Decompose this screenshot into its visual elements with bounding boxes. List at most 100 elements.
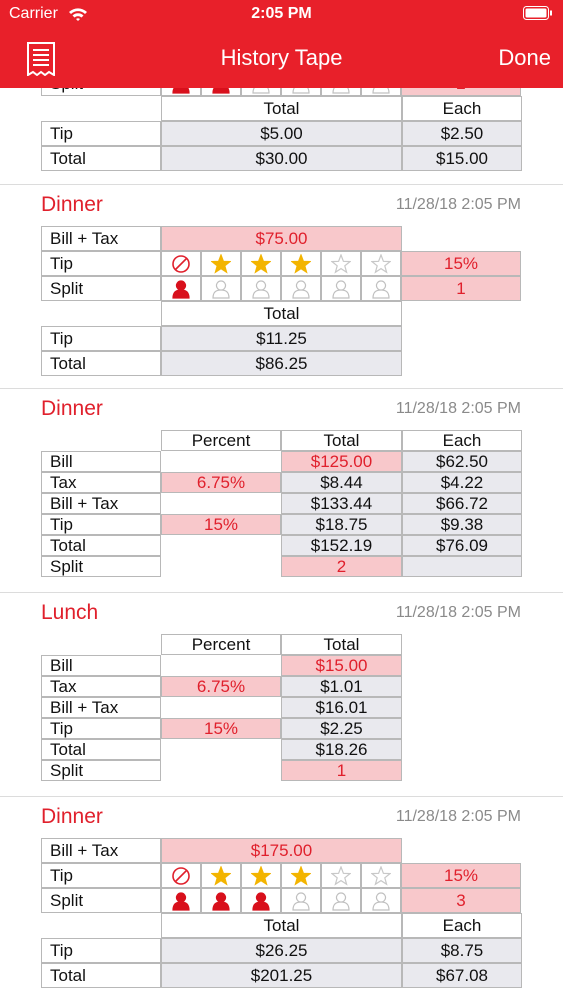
amount-cell: $5.00 <box>161 121 402 146</box>
split-value: 3 <box>401 888 521 913</box>
row-label: Total <box>41 535 161 556</box>
percent-cell: 6.75% <box>161 676 281 697</box>
row-label: Total <box>41 739 161 760</box>
amount-cell: $11.25 <box>161 326 402 351</box>
tip-cell <box>361 251 401 276</box>
tip-cell <box>281 863 321 888</box>
split-cell <box>201 276 241 301</box>
star-icon <box>251 865 271 886</box>
person-icon <box>172 891 190 911</box>
star-icon <box>371 253 391 274</box>
header-bar: Carrier 2:05 PM History Tape Done <box>0 0 563 88</box>
star-icon <box>211 253 231 274</box>
tip-cell <box>361 863 401 888</box>
amount-cell: $9.38 <box>402 514 522 535</box>
split-cell <box>321 276 361 301</box>
column-header: Each <box>402 96 522 121</box>
tape-button[interactable] <box>27 42 55 76</box>
nav-title: History Tape <box>220 45 343 70</box>
person-icon <box>252 891 270 911</box>
row-label: Bill + Tax <box>41 226 161 251</box>
amount-cell: $66.72 <box>402 493 522 514</box>
row-label: Tip <box>41 938 161 963</box>
row-label: Total <box>41 351 161 376</box>
row-label: Tip <box>41 863 161 888</box>
row-label: Bill + Tax <box>41 493 161 514</box>
star-icon <box>291 865 311 886</box>
wifi-icon <box>69 8 87 21</box>
amount-cell: $8.75 <box>402 938 522 963</box>
amount-cell: $18.26 <box>281 739 402 760</box>
amount-cell: $26.25 <box>161 938 402 963</box>
tip-cell <box>321 251 361 276</box>
amount-cell <box>402 556 522 577</box>
row-label: Split <box>41 888 161 913</box>
split-cell <box>281 888 321 913</box>
amount-cell: $15.00 <box>281 655 402 676</box>
row-label: Tip <box>41 514 161 535</box>
person-icon <box>212 891 230 911</box>
separator <box>0 388 563 389</box>
column-header: Each <box>402 913 522 938</box>
tip-value: 15% <box>401 863 521 888</box>
split-cell <box>161 276 201 301</box>
entry-title: Dinner <box>41 397 103 420</box>
person-icon <box>332 279 350 299</box>
amount-cell: $152.19 <box>281 535 402 556</box>
split-cell <box>361 888 401 913</box>
tip-value: 15% <box>401 251 521 276</box>
no-tip-icon <box>172 254 190 273</box>
split-cell <box>201 888 241 913</box>
amount-cell: $16.01 <box>281 697 402 718</box>
entry-title: Lunch <box>41 601 99 624</box>
person-icon <box>172 279 190 299</box>
amount-cell: $30.00 <box>161 146 402 171</box>
tip-cell <box>241 863 281 888</box>
amount-cell: 2 <box>281 556 402 577</box>
column-header: Percent <box>161 634 281 655</box>
entry-title: Dinner <box>41 805 103 828</box>
row-label: Tax <box>41 472 161 493</box>
person-icon <box>252 279 270 299</box>
tip-cell <box>201 863 241 888</box>
person-icon <box>372 279 390 299</box>
row-label: Split <box>41 760 161 781</box>
entry-title: Dinner <box>41 193 103 216</box>
row-label: Total <box>41 146 161 171</box>
row-label: Bill + Tax <box>41 838 161 863</box>
amount-cell: $15.00 <box>402 146 522 171</box>
amount-cell: $86.25 <box>161 351 402 376</box>
row-label: Bill <box>41 655 161 676</box>
done-button[interactable]: Done <box>498 45 551 70</box>
amount-cell: $18.75 <box>281 514 402 535</box>
column-header: Percent <box>161 430 281 451</box>
split-cell <box>321 888 361 913</box>
column-header: Total <box>281 634 402 655</box>
tip-cell <box>201 251 241 276</box>
star-icon <box>211 865 231 886</box>
amount-cell: $1.01 <box>281 676 402 697</box>
column-header: Total <box>161 913 402 938</box>
row-label: Split <box>41 276 161 301</box>
star-icon <box>291 253 311 274</box>
row-label: Total <box>41 963 161 988</box>
row-label: Tip <box>41 121 161 146</box>
separator <box>0 184 563 185</box>
split-cell <box>281 276 321 301</box>
amount-cell: $2.25 <box>281 718 402 739</box>
row-label: Bill + Tax <box>41 697 161 718</box>
tip-cell <box>161 863 201 888</box>
amount-cell: $133.44 <box>281 493 402 514</box>
row-label: Tip <box>41 326 161 351</box>
separator <box>0 592 563 593</box>
split-cell <box>241 276 281 301</box>
star-icon <box>371 865 391 886</box>
person-icon <box>332 891 350 911</box>
bill-value: $75.00 <box>161 226 402 251</box>
star-icon <box>331 865 351 886</box>
split-cell <box>361 276 401 301</box>
row-label: Tip <box>41 251 161 276</box>
entry-date: 11/28/18 2:05 PM <box>395 400 521 417</box>
person-icon <box>372 891 390 911</box>
entry-date: 11/28/18 2:05 PM <box>395 808 521 825</box>
